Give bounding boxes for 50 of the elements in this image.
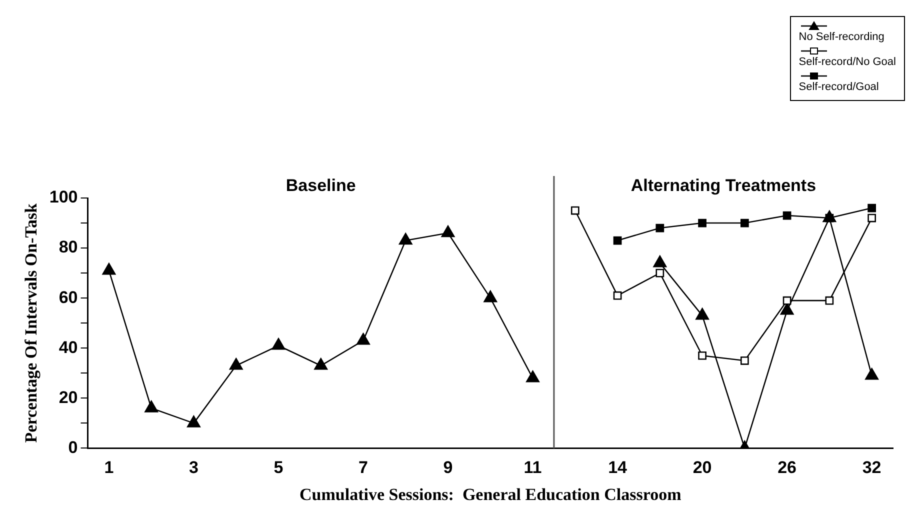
point bbox=[782, 211, 792, 220]
text: Alternating Treatments bbox=[630, 176, 816, 196]
point bbox=[868, 214, 876, 222]
legend-label: No Self-recording bbox=[798, 31, 886, 43]
point bbox=[526, 370, 540, 382]
point bbox=[698, 218, 706, 228]
y-tick-label: 100 bbox=[49, 188, 78, 207]
point bbox=[653, 255, 667, 268]
point bbox=[868, 204, 876, 212]
x-tick-label: 7 bbox=[358, 458, 368, 478]
point bbox=[782, 296, 792, 305]
x-tick-label: 32 bbox=[862, 458, 882, 478]
point bbox=[441, 225, 455, 238]
point bbox=[825, 296, 834, 305]
legend-label: Self-record/No Goal bbox=[798, 56, 896, 68]
point bbox=[613, 236, 622, 245]
point bbox=[144, 400, 158, 412]
x-tick-label: 3 bbox=[188, 458, 198, 478]
x-tick-label: 1 bbox=[104, 458, 114, 478]
point bbox=[865, 368, 879, 380]
point bbox=[102, 262, 116, 275]
y-tick-label: 20 bbox=[58, 388, 78, 407]
point bbox=[656, 224, 664, 232]
text: Baseline bbox=[286, 176, 356, 196]
point bbox=[187, 416, 200, 428]
x-tick-label: 14 bbox=[608, 458, 628, 478]
x-axis-title: Cumulative Sessions: General Education Classroom bbox=[300, 485, 682, 504]
y-tick-label: 40 bbox=[58, 338, 78, 357]
point bbox=[484, 290, 498, 302]
point bbox=[613, 291, 622, 300]
point bbox=[272, 338, 286, 350]
x-tick-label: 26 bbox=[778, 458, 797, 478]
point bbox=[696, 308, 709, 320]
x-tick-label: 9 bbox=[443, 458, 453, 478]
point bbox=[780, 302, 794, 315]
x-tick-label: 11 bbox=[524, 458, 542, 478]
point bbox=[314, 358, 328, 370]
x-tick-label: 20 bbox=[692, 458, 712, 478]
x-tick-label: 5 bbox=[274, 458, 284, 478]
y-tick-label: 80 bbox=[58, 238, 78, 257]
legend-label: Self-record/Goal bbox=[798, 81, 880, 93]
y-axis-title: Percentage Of Intervals On-Task bbox=[22, 202, 41, 443]
point bbox=[398, 232, 412, 245]
point bbox=[570, 206, 580, 215]
point bbox=[656, 268, 664, 278]
point bbox=[740, 218, 749, 228]
y-tick-label: 60 bbox=[58, 288, 78, 307]
y-tick-label: 0 bbox=[68, 438, 78, 457]
point bbox=[229, 358, 243, 370]
point bbox=[356, 332, 370, 345]
